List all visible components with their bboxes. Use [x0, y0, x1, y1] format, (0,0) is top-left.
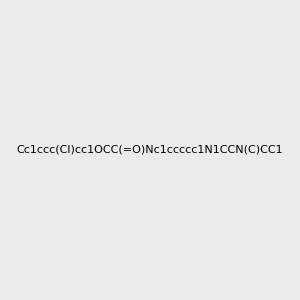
- Text: Cc1ccc(Cl)cc1OCC(=O)Nc1ccccc1N1CCN(C)CC1: Cc1ccc(Cl)cc1OCC(=O)Nc1ccccc1N1CCN(C)CC1: [17, 145, 283, 155]
